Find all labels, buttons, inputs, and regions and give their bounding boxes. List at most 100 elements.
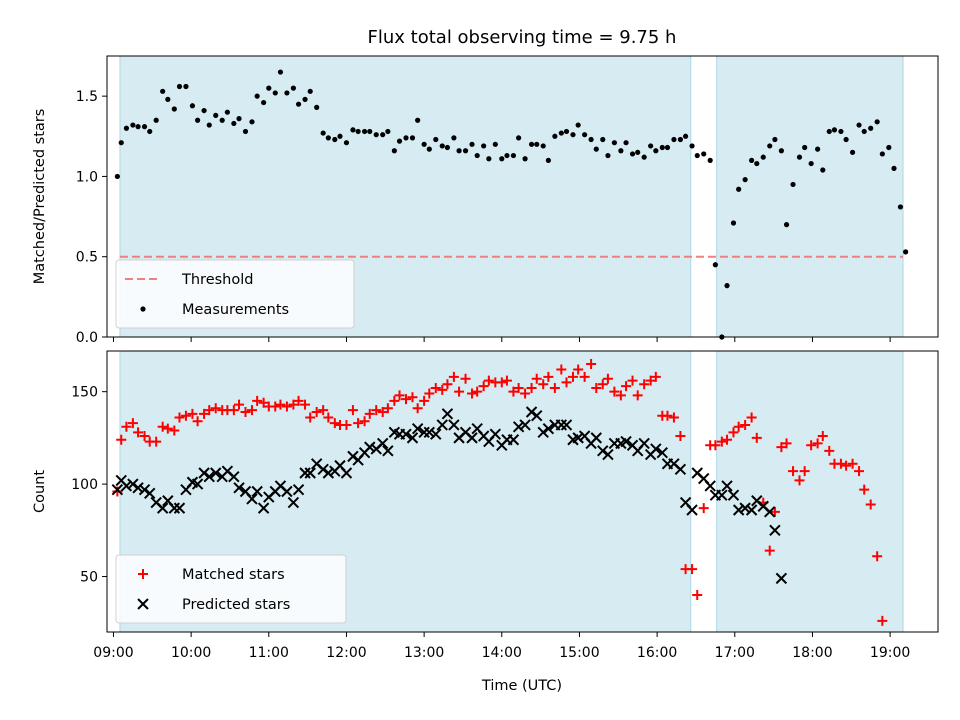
bottom-series-1-point-89 xyxy=(638,437,650,450)
top-series-0-point-0 xyxy=(114,173,120,180)
bottom-series-0-point-83 xyxy=(602,373,613,384)
bottom-series-1-point-81 xyxy=(590,432,602,444)
bottom-series-0-point-47 xyxy=(389,395,400,406)
bottom-series-0-point-114 xyxy=(788,466,799,477)
top-series-0-point-52 xyxy=(421,141,427,147)
top-series-0-point-64 xyxy=(492,141,498,147)
top-series-0-point-131 xyxy=(891,165,897,171)
top-legend: Threshold Measurements xyxy=(115,259,355,329)
bottom-series-1-point-53 xyxy=(423,426,436,439)
top-series-0-point-69 xyxy=(522,156,528,162)
bottom-series-0-point-93 xyxy=(662,410,673,421)
top-series-0-point-31 xyxy=(295,101,302,107)
bottom-series-0-point-72 xyxy=(538,379,549,390)
bottom-series-0-point-23 xyxy=(246,405,257,416)
top-series-0-point-88 xyxy=(635,149,641,155)
bottom-series-0-point-61 xyxy=(472,386,483,397)
top-series-0-point-7 xyxy=(153,117,159,123)
bottom-series-0-point-13 xyxy=(187,408,198,419)
x-tick-label-8: 17:00 xyxy=(715,645,755,661)
bottom-series-0-point-60 xyxy=(467,388,478,399)
bottom-series-0-point-128 xyxy=(872,551,883,562)
bottom-series-1-point-55 xyxy=(436,419,448,431)
top-series-0-point-11 xyxy=(176,83,183,90)
top-series-0-point-101 xyxy=(712,262,718,268)
x-tick-label-10: 19:00 xyxy=(870,645,910,661)
bottom-series-0-point-97 xyxy=(687,564,698,575)
top-series-0-point-128 xyxy=(874,119,880,125)
top-series-0-point-110 xyxy=(767,143,773,149)
top-series-0-point-21 xyxy=(236,116,242,122)
bottom-series-0-point-28 xyxy=(275,399,286,410)
bottom-series-0-point-16 xyxy=(204,405,215,416)
top-series-0-point-36 xyxy=(325,135,331,141)
top-series-0-point-66 xyxy=(504,152,510,159)
top-series-0-point-63 xyxy=(486,156,492,162)
top-series-0-point-72 xyxy=(540,143,546,149)
bottom-series-1-point-91 xyxy=(650,443,662,455)
bottom-series-0-point-120 xyxy=(824,445,835,456)
bottom-series-0-point-80 xyxy=(586,358,597,369)
panel-top: 0.0 0.5 1.0 1.5 Matched/Predicted stars Thres… xyxy=(32,55,939,346)
top-series-0-point-126 xyxy=(861,128,867,135)
top-series-0-point-9 xyxy=(165,96,171,102)
bottom-series-0-point-67 xyxy=(508,386,519,397)
top-series-0-point-40 xyxy=(350,127,356,133)
bottom-series-0-point-89 xyxy=(639,379,650,390)
top-series-0-point-6 xyxy=(147,128,153,135)
top-series-0-point-42 xyxy=(361,128,368,135)
bottom-legend-marker-1 xyxy=(137,598,149,610)
bottom-series-0-point-43 xyxy=(364,408,375,419)
top-series-0-point-41 xyxy=(355,128,361,135)
bottom-series-1-point-100 xyxy=(704,480,716,492)
bottom-series-1-point-57 xyxy=(448,419,460,431)
bottom-series-0-point-119 xyxy=(817,431,828,442)
bottom-series-1-point-15 xyxy=(198,467,210,479)
bottom-series-1-point-75 xyxy=(555,419,568,431)
bottom-series-0-point-35 xyxy=(318,405,329,416)
bottom-series-0-point-62 xyxy=(478,381,489,392)
bottom-series-0-point-111 xyxy=(769,506,780,517)
bottom-series-1-point-21 xyxy=(233,482,245,494)
top-series-0-point-130 xyxy=(886,144,892,151)
bottom-series-0-point-25 xyxy=(258,397,269,408)
bottom-series-1-point-17 xyxy=(210,467,222,479)
top-series-0-point-70 xyxy=(528,141,535,147)
bottom-series-1-point-8 xyxy=(156,502,169,514)
bottom-series-0-point-104 xyxy=(728,427,739,438)
bottom-series-0-point-117 xyxy=(806,440,817,451)
top-series-0-point-38 xyxy=(337,133,343,139)
top-series-0-point-95 xyxy=(677,136,684,143)
bottom-series-0-point-29 xyxy=(281,401,292,412)
top-series-0-point-10 xyxy=(171,106,177,112)
x-tick-label-3: 12:00 xyxy=(326,645,366,661)
bottom-series-1-point-68 xyxy=(512,421,525,433)
bottom-series-0-point-20 xyxy=(228,405,239,416)
top-series-0-point-17 xyxy=(213,112,219,119)
bottom-series-1 xyxy=(111,406,788,585)
top-series-0-point-109 xyxy=(760,154,766,160)
bottom-series-0-point-11 xyxy=(174,412,185,423)
bottom-series-1-point-32 xyxy=(299,467,311,479)
top-series-0-point-76 xyxy=(563,128,570,135)
bottom-series-0-point-30 xyxy=(288,399,299,410)
bottom-legend: Matched stars Predicted stars xyxy=(115,554,347,624)
bottom-series-1-point-14 xyxy=(191,478,204,490)
bottom-series-1-point-20 xyxy=(228,471,240,483)
top-series-0-point-96 xyxy=(682,133,689,139)
top-series-0-point-133 xyxy=(903,249,909,255)
bottom-series-0-point-71 xyxy=(531,373,542,384)
top-series-0-point-47 xyxy=(391,148,397,154)
top-series-0-point-13 xyxy=(189,103,196,109)
bottom-series-1-point-49 xyxy=(400,428,412,440)
bottom-legend-box xyxy=(115,554,347,624)
bottom-series-0-point-70 xyxy=(526,382,537,393)
top-series-0-point-108 xyxy=(754,160,760,167)
bottom-series-0-point-24 xyxy=(252,395,263,406)
top-series-0-point-23 xyxy=(249,119,255,125)
top-series-0-point-93 xyxy=(664,144,671,151)
top-series-0-point-129 xyxy=(879,151,885,157)
x-tick-label-4: 13:00 xyxy=(404,645,444,661)
top-series-0-point-25 xyxy=(261,99,267,106)
